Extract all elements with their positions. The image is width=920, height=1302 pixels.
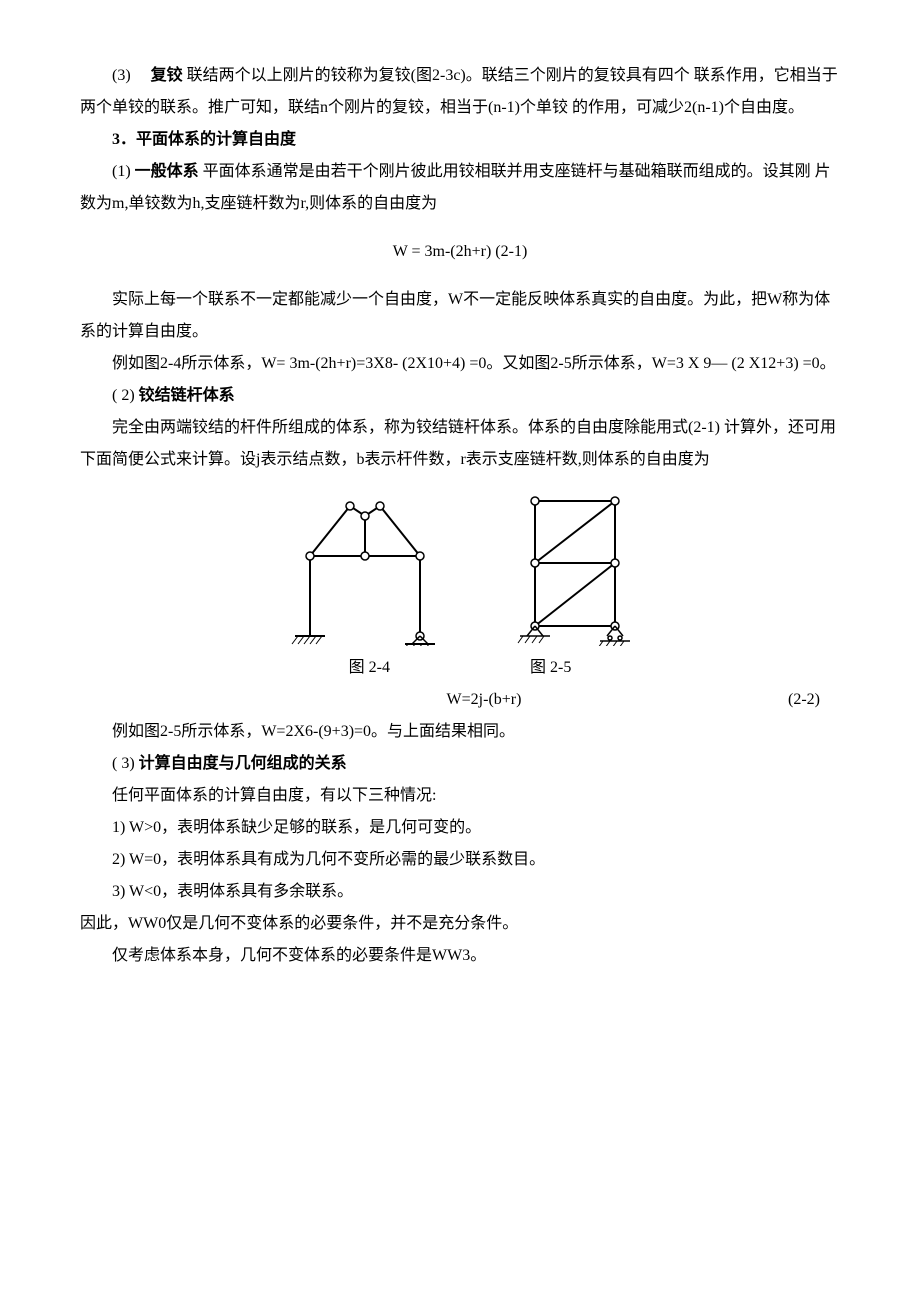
formula-2-number: (2-2) (788, 684, 840, 716)
paragraph-example-1: 例如图2-4所示体系，W= 3m-(2h+r)=3X8- (2X10+4) =0… (80, 348, 840, 380)
figure-caption-1: 图 2-4 (349, 652, 390, 684)
paragraph-conclusion-1: 因此，WW0仅是几何不变体系的必要条件，并不是充分条件。 (80, 908, 840, 940)
item-number: (1) (112, 163, 131, 180)
paragraph-dof-relation: ( 3) 计算自由度与几何组成的关系 (80, 748, 840, 780)
paragraph-compound-hinge: (3) 复铰 联结两个以上刚片的铰称为复铰(图2-3c)。联结三个刚片的复铰具有… (80, 60, 840, 124)
formula-2-row: W=2j-(b+r) (2-2) (80, 684, 840, 716)
paragraph-hinge-link-text: 完全由两端铰结的杆件所组成的体系，称为铰结链杆体系。体系的自由度除能用式(2-1… (80, 412, 840, 476)
item-title: 复铰 (151, 67, 187, 84)
figures-row (80, 486, 840, 646)
heading-3: 3．平面体系的计算自由度 (80, 124, 840, 156)
item-title: 一般体系 (135, 163, 203, 180)
item-number: (3) (112, 67, 131, 84)
paragraph-example-2: 例如图2-5所示体系，W=2X6-(9+3)=0。与上面结果相同。 (80, 716, 840, 748)
figure-2-4-svg (280, 486, 450, 646)
paragraph-three-cases: 任何平面体系的计算自由度，有以下三种情况: (80, 780, 840, 812)
paragraph-explanation: 实际上每一个联系不一定都能减少一个自由度，W不一定能反映体系真实的自由度。为此，… (80, 284, 840, 348)
figure-2-5-svg (510, 486, 640, 646)
list-item-3: 3) W<0，表明体系具有多余联系。 (80, 876, 840, 908)
item-title: 铰结链杆体系 (139, 387, 235, 404)
paragraph-general-system: (1) 一般体系 平面体系通常是由若干个刚片彼此用铰相联并用支座链杆与基础箱联而… (80, 156, 840, 220)
figure-2-5 (510, 486, 640, 646)
item-number: ( 3) (112, 755, 135, 772)
figure-caption-2: 图 2-5 (530, 652, 571, 684)
figure-captions: 图 2-4 图 2-5 (80, 652, 840, 684)
formula-1: W = 3m-(2h+r) (2-1) (80, 236, 840, 268)
item-text: 联结两个以上刚片的铰称为复铰(图2-3c)。联结三个刚片的复铰具有四个 联系作用… (80, 67, 838, 116)
figure-2-4 (280, 486, 450, 646)
item-number: ( 2) (112, 387, 135, 404)
list-item-1: 1) W>0，表明体系缺少足够的联系，是几何可变的。 (80, 812, 840, 844)
item-title: 计算自由度与几何组成的关系 (139, 755, 347, 772)
paragraph-hinge-link: ( 2) 铰结链杆体系 (80, 380, 840, 412)
list-item-2: 2) W=0，表明体系具有成为几何不变所必需的最少联系数目。 (80, 844, 840, 876)
formula-2: W=2j-(b+r) (180, 684, 788, 716)
paragraph-conclusion-2: 仅考虑体系本身，几何不变体系的必要条件是WW3。 (80, 940, 840, 972)
